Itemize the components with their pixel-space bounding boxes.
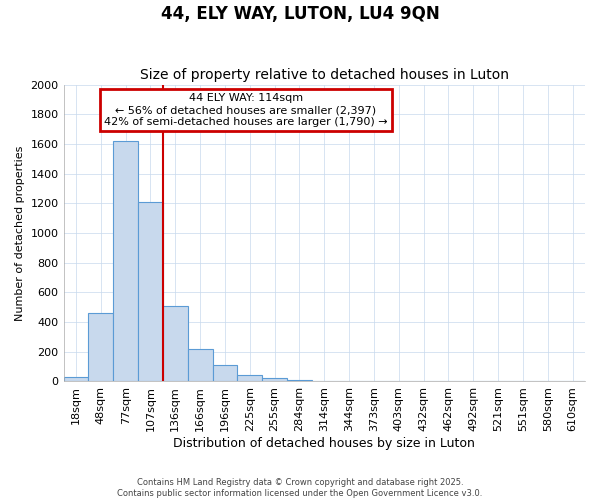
Bar xyxy=(113,141,138,382)
Bar xyxy=(262,378,287,382)
Bar xyxy=(163,306,188,382)
Bar xyxy=(138,202,163,382)
X-axis label: Distribution of detached houses by size in Luton: Distribution of detached houses by size … xyxy=(173,437,475,450)
Bar xyxy=(287,380,312,382)
Title: Size of property relative to detached houses in Luton: Size of property relative to detached ho… xyxy=(140,68,509,82)
Bar xyxy=(88,313,113,382)
Bar xyxy=(238,375,262,382)
Bar xyxy=(64,377,88,382)
Bar xyxy=(188,349,212,382)
Bar xyxy=(212,365,238,382)
Text: 44 ELY WAY: 114sqm
← 56% of detached houses are smaller (2,397)
42% of semi-deta: 44 ELY WAY: 114sqm ← 56% of detached hou… xyxy=(104,94,388,126)
Y-axis label: Number of detached properties: Number of detached properties xyxy=(15,146,25,320)
Text: 44, ELY WAY, LUTON, LU4 9QN: 44, ELY WAY, LUTON, LU4 9QN xyxy=(161,5,439,23)
Text: Contains HM Land Registry data © Crown copyright and database right 2025.
Contai: Contains HM Land Registry data © Crown c… xyxy=(118,478,482,498)
